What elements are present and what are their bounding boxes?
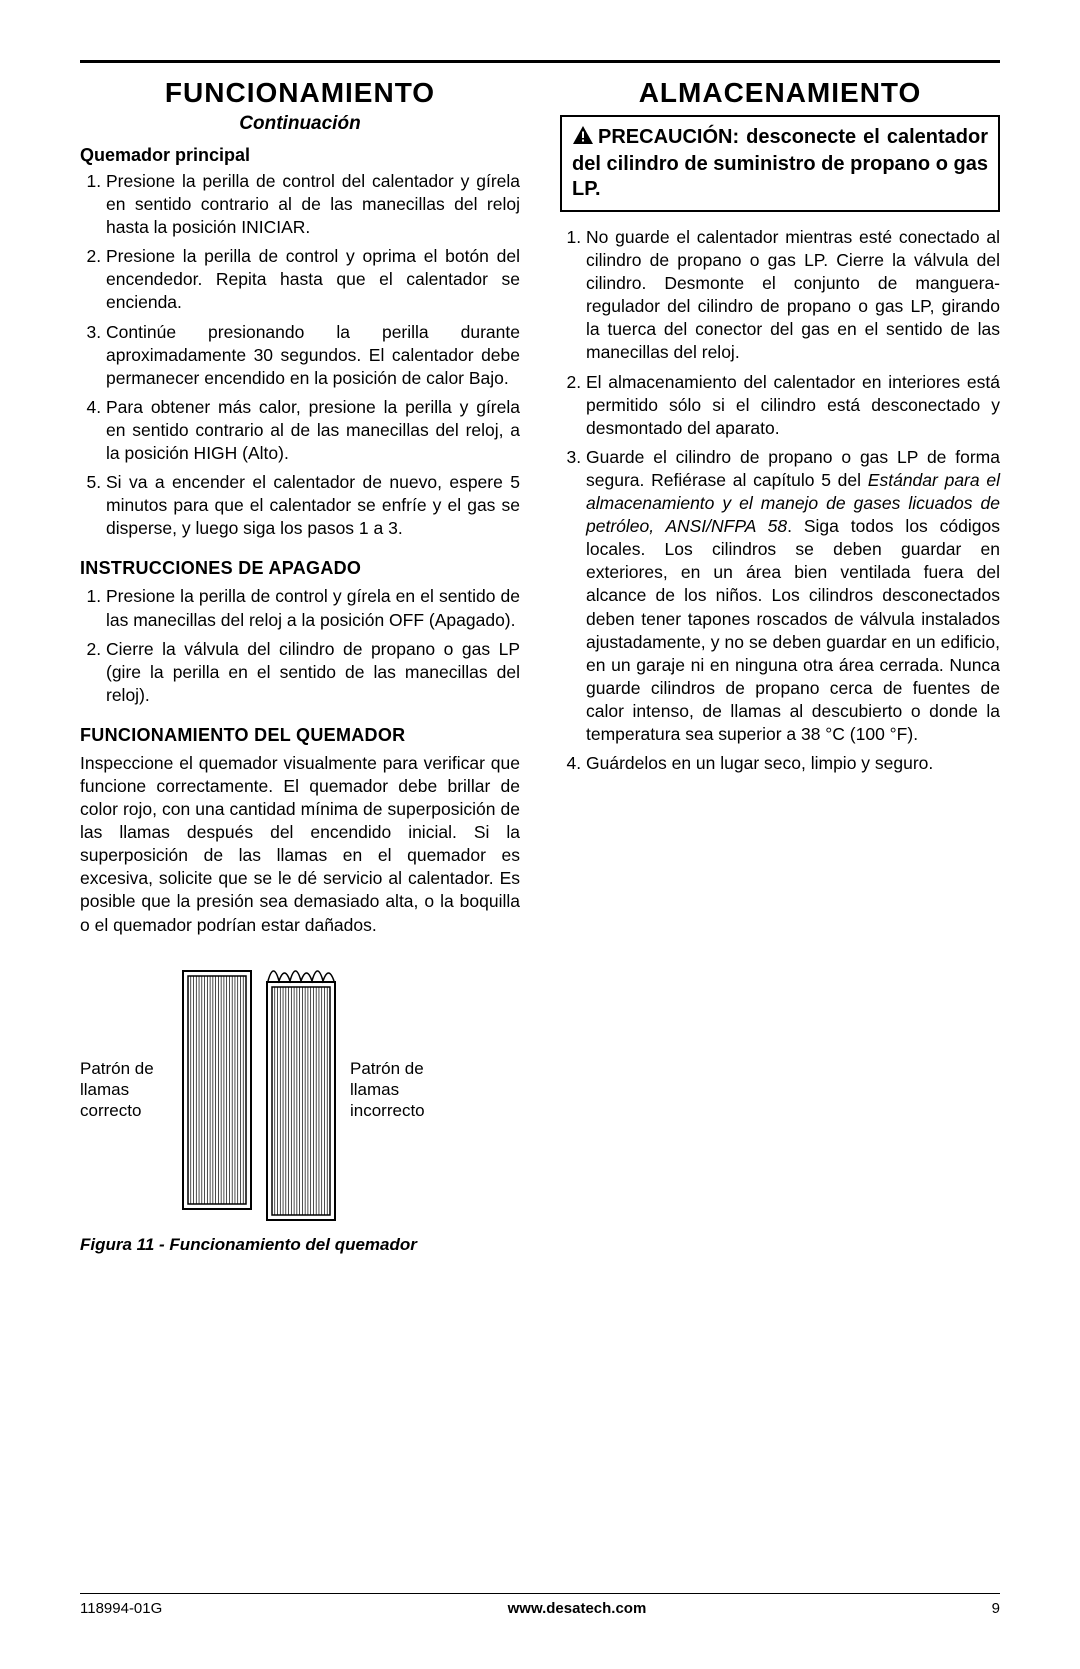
footer-doc-id: 118994-01G (80, 1600, 162, 1617)
manual-page: FUNCIONAMIENTO Continuación Quemador pri… (0, 0, 1080, 1295)
list-item: Cierre la válvula del cilindro de propan… (106, 638, 520, 707)
two-column-layout: FUNCIONAMIENTO Continuación Quemador pri… (80, 77, 1000, 1255)
burner-op-head: FUNCIONAMIENTO DEL QUEMADOR (80, 725, 520, 746)
right-column: ALMACENAMIENTO PRECAUCIÓN: desconecte el… (560, 77, 1000, 1255)
list-item: Guarde el cilindro de propano o gas LP d… (586, 446, 1000, 746)
standard-reference: Estándar para el almacenamiento y el man… (586, 470, 1000, 536)
list-item: Presione la perilla de control del calen… (106, 170, 520, 239)
list-item: No guarde el calentador mientras esté co… (586, 226, 1000, 365)
list-item: Continúe presionando la perilla durante … (106, 321, 520, 390)
footer-url: www.desatech.com (508, 1600, 647, 1617)
shutdown-list: Presione la perilla de control y gírela … (80, 585, 520, 706)
storage-list: No guarde el calentador mientras esté co… (560, 226, 1000, 775)
caution-box: PRECAUCIÓN: desconecte el calentador del… (560, 115, 1000, 212)
main-burner-subhead: Quemador principal (80, 145, 520, 166)
main-burner-list: Presione la perilla de control del calen… (80, 170, 520, 540)
incorrect-burner-diagram (266, 959, 336, 1221)
list-item: Presione la perilla de control y oprima … (106, 245, 520, 314)
right-title: ALMACENAMIENTO (560, 77, 1000, 109)
list-item: Si va a encender el calentador de nuevo,… (106, 471, 520, 540)
incorrect-flame-label: Patrón de llamas incorrecto (350, 1058, 438, 1122)
list-item: Para obtener más calor, presione la peri… (106, 396, 520, 465)
page-footer: 118994-01G www.desatech.com 9 (80, 1593, 1000, 1617)
shutdown-head: INSTRUCCIONES DE APAGADO (80, 558, 520, 579)
warning-icon (572, 125, 594, 152)
list-item: El almacenamiento del calentador en inte… (586, 371, 1000, 440)
left-continuation: Continuación (80, 113, 520, 135)
correct-flame-label: Patrón de llamas correcto (80, 1058, 168, 1122)
correct-burner-diagram (182, 970, 252, 1210)
left-column: FUNCIONAMIENTO Continuación Quemador pri… (80, 77, 520, 1255)
figure-row: Patrón de llamas correcto Patrón de llam… (80, 959, 520, 1221)
top-rule (80, 60, 1000, 63)
list-item: Presione la perilla de control y gírela … (106, 585, 520, 631)
figure-11: Patrón de llamas correcto Patrón de llam… (80, 959, 520, 1255)
list-item: Guárdelos en un lugar seco, limpio y seg… (586, 752, 1000, 775)
left-title: FUNCIONAMIENTO (80, 77, 520, 109)
footer-page-number: 9 (992, 1600, 1000, 1617)
figure-caption: Figura 11 - Funcionamiento del quemador (80, 1235, 520, 1255)
burner-op-text: Inspeccione el quemador visualmente para… (80, 752, 520, 937)
caution-text: PRECAUCIÓN: desconecte el calentador del… (572, 126, 988, 200)
